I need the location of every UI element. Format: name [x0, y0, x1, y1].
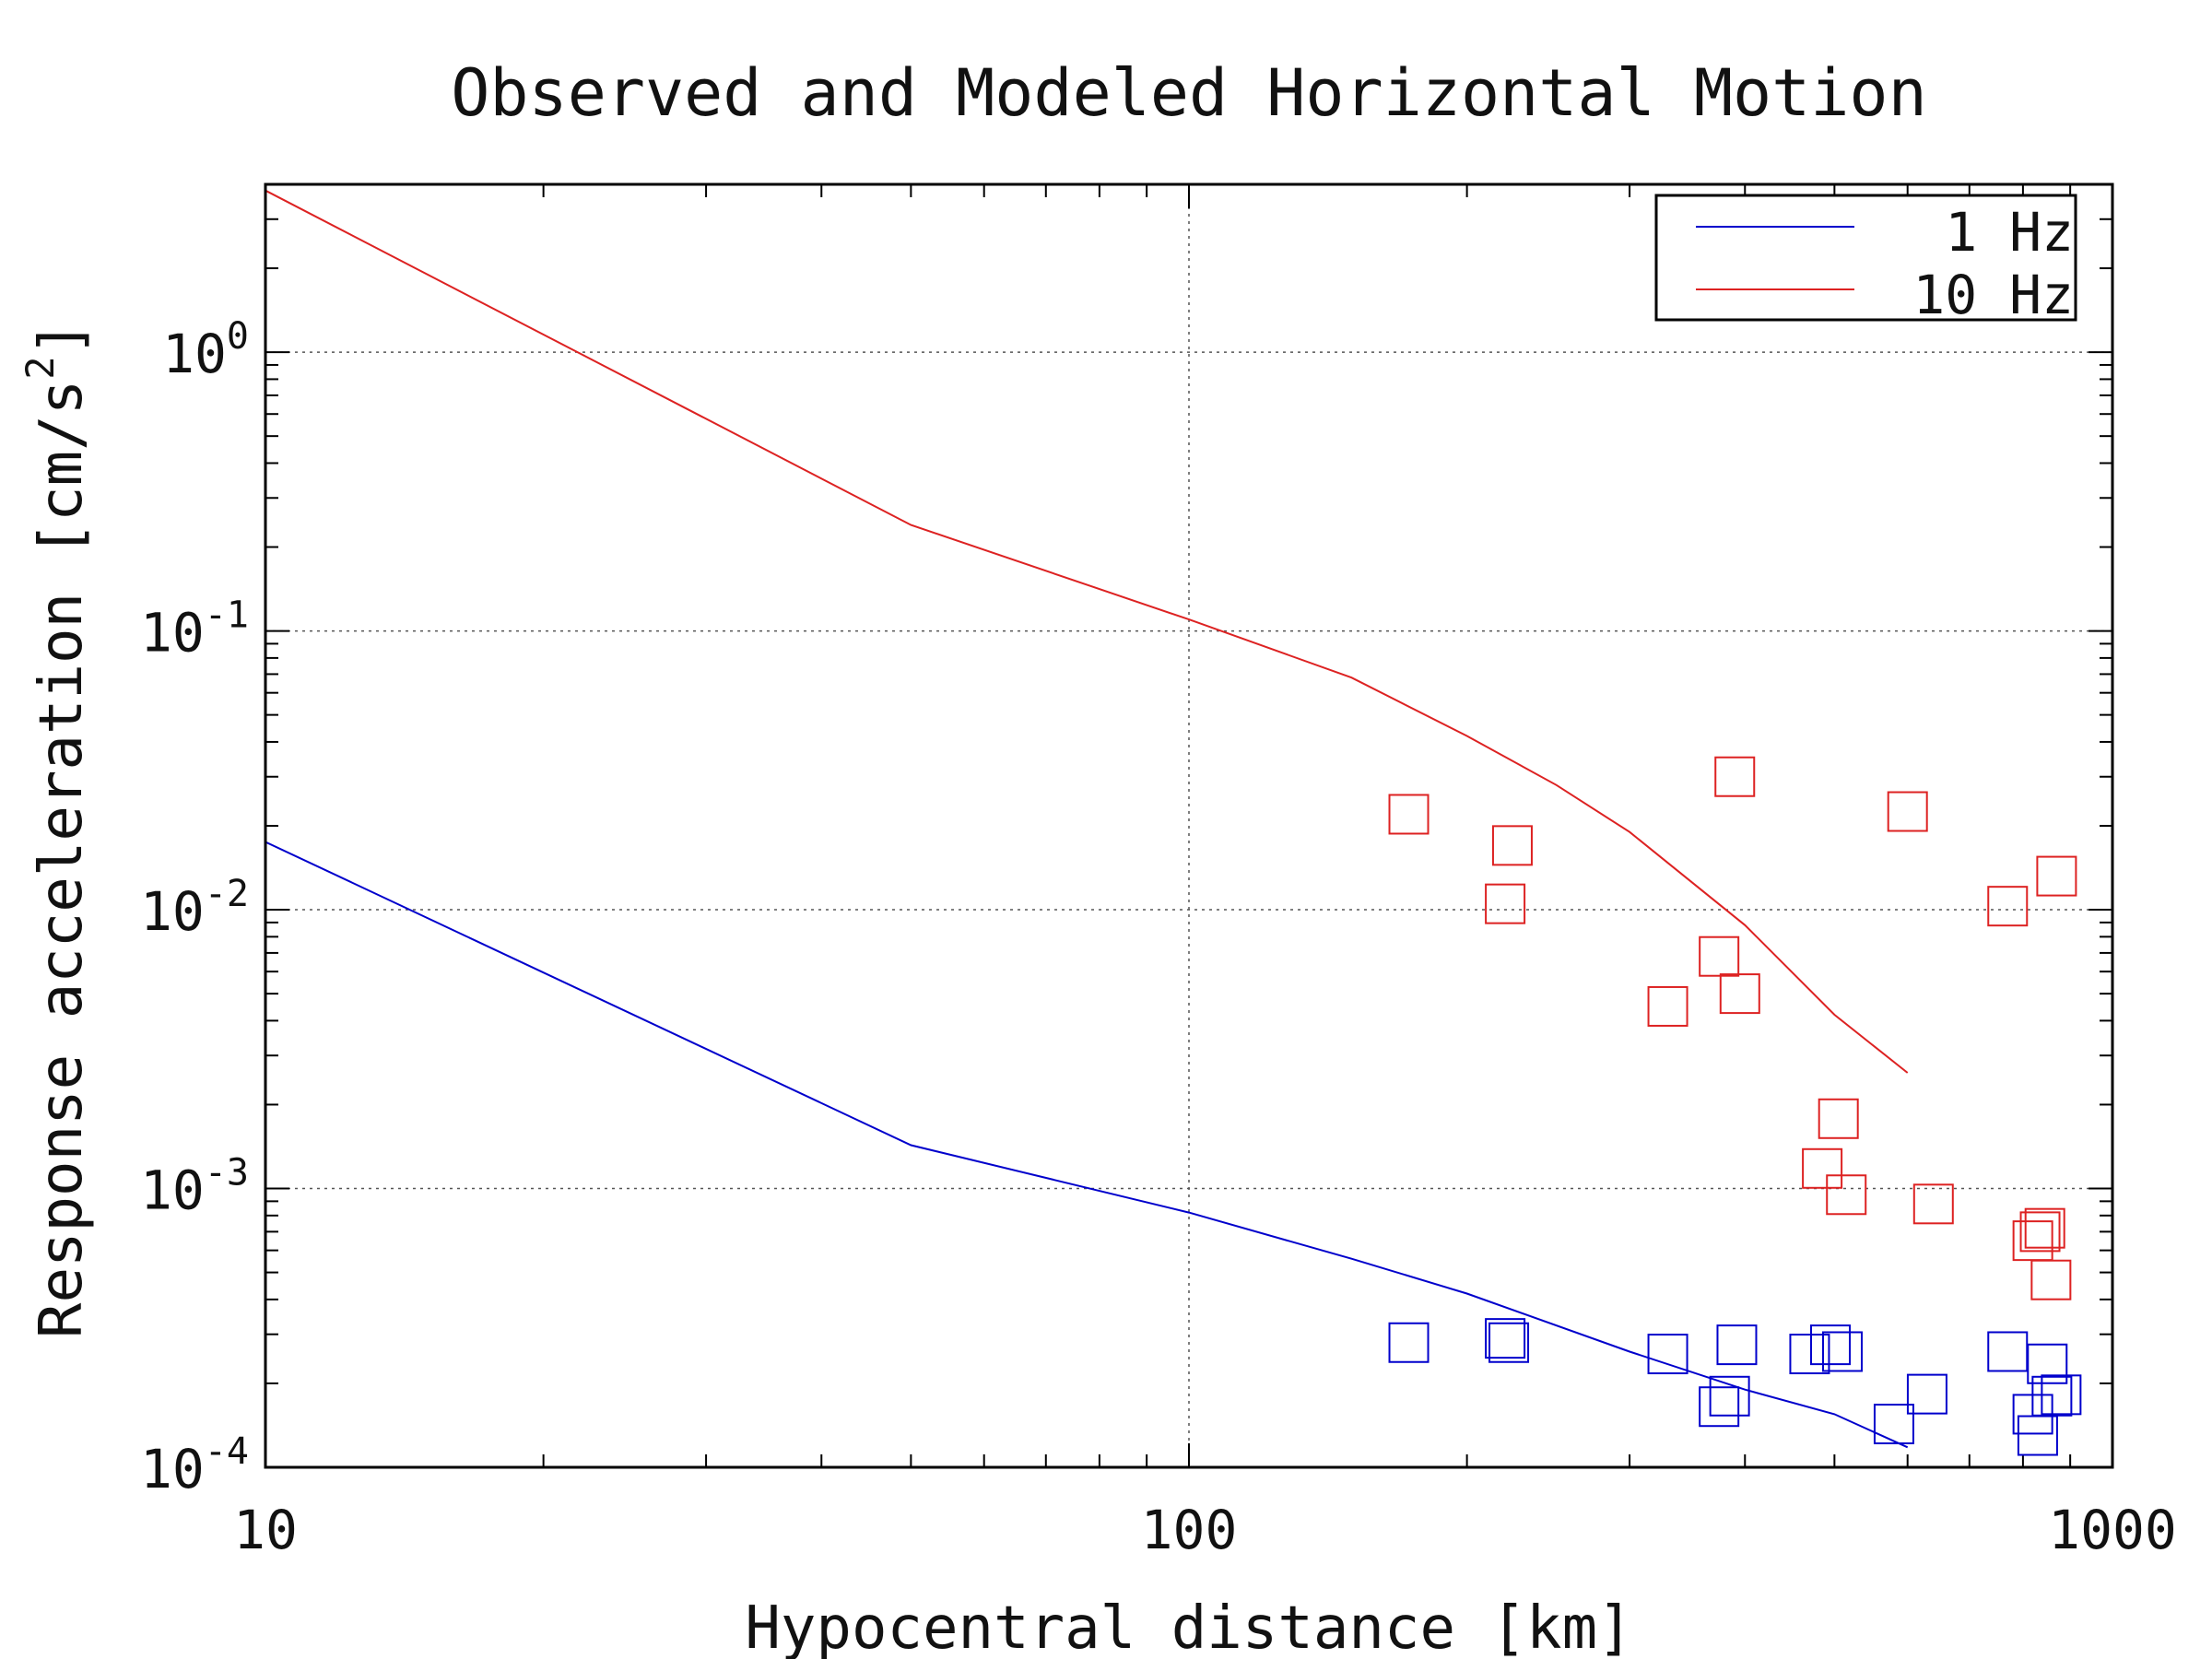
observed-marker-0: [1809, 1324, 1851, 1366]
y-axis-label-text: Response acceleration [cm/s: [28, 380, 96, 1338]
y-axis-label-superscript: 2: [18, 356, 63, 379]
observed-marker-0: [1709, 1375, 1750, 1417]
observed-marker-0: [1388, 1322, 1430, 1363]
observed-marker-1: [1699, 935, 1740, 977]
observed-marker-1: [2030, 1259, 2072, 1300]
x-tick-label: 1000: [2048, 1499, 2177, 1561]
observed-marker-0: [2027, 1343, 2068, 1384]
observed-marker-0: [1789, 1334, 1830, 1375]
observed-marker-1: [2012, 1220, 2053, 1262]
legend-label-10hz: 10 Hz: [1912, 264, 2074, 326]
grid: [265, 184, 2113, 1468]
observed-marker-0: [2031, 1375, 2073, 1417]
observed-marker-1: [1647, 985, 1688, 1027]
observed-marker-1: [1491, 825, 1533, 866]
y-tick-label: 10-1: [140, 594, 249, 665]
observed-marker-1: [1887, 791, 1928, 832]
y-axis-label-end: ]: [28, 321, 96, 357]
observed-marker-1: [1826, 1174, 1867, 1216]
legend-box: [1654, 194, 2077, 322]
observed-marker-1: [1719, 973, 1760, 1015]
observed-marker-1: [2024, 1207, 2065, 1249]
x-tick-label: 10: [233, 1499, 298, 1561]
observed-marker-0: [1488, 1322, 1530, 1363]
plot-frame: [264, 182, 2114, 1469]
legend: 1 Hz 10 Hz: [1654, 194, 2077, 326]
observed-marker-0: [1873, 1404, 1914, 1445]
x-axis-label: Hypocentral distance [km]: [745, 1594, 1632, 1659]
x-tick-label: 100: [1141, 1499, 1238, 1561]
observed-marker-1: [1388, 794, 1430, 835]
observed-marker-0: [2017, 1415, 2058, 1456]
y-axis-label: Response acceleration [cm/s2]: [18, 321, 96, 1338]
observed-marker-0: [1699, 1386, 1740, 1428]
observed-marker-0: [1647, 1334, 1688, 1375]
x-tick-labels: 10 100 1000: [233, 1499, 2177, 1561]
observed-marker-1: [1912, 1183, 1954, 1225]
y-tick-label: 10-4: [140, 1430, 249, 1500]
observed-marker-0: [1821, 1331, 1863, 1372]
observed-marker-0: [1987, 1331, 2029, 1372]
observed-marker-1: [1485, 883, 1526, 924]
observed-marker-0: [2041, 1374, 2082, 1416]
model-line-0: [265, 841, 1909, 1449]
observed-marker-1: [1802, 1147, 1843, 1189]
observed-marker-1: [2019, 1211, 2061, 1253]
observed-marker-0: [1716, 1324, 1758, 1366]
observed-marker-1: [1714, 756, 1756, 797]
observed-marker-0: [1485, 1318, 1526, 1359]
model-line-1: [265, 189, 1909, 1074]
observed-marker-0: [1906, 1373, 1947, 1415]
observed-marker-1: [1818, 1098, 1859, 1139]
legend-label-1hz: 1 Hz: [1945, 201, 2074, 264]
y-tick-label: 10-2: [140, 873, 249, 943]
y-tick-labels: 10-4 10-3 10-2 10-1 100: [140, 315, 249, 1500]
observed-marker-1: [2036, 855, 2077, 897]
observed-marker-1: [1987, 886, 2029, 927]
y-tick-label: 10-3: [140, 1152, 249, 1222]
chart-title: Observed and Modeled Horizontal Motion: [451, 55, 1926, 131]
y-tick-label: 100: [162, 315, 249, 385]
plot-area: [265, 189, 2082, 1456]
